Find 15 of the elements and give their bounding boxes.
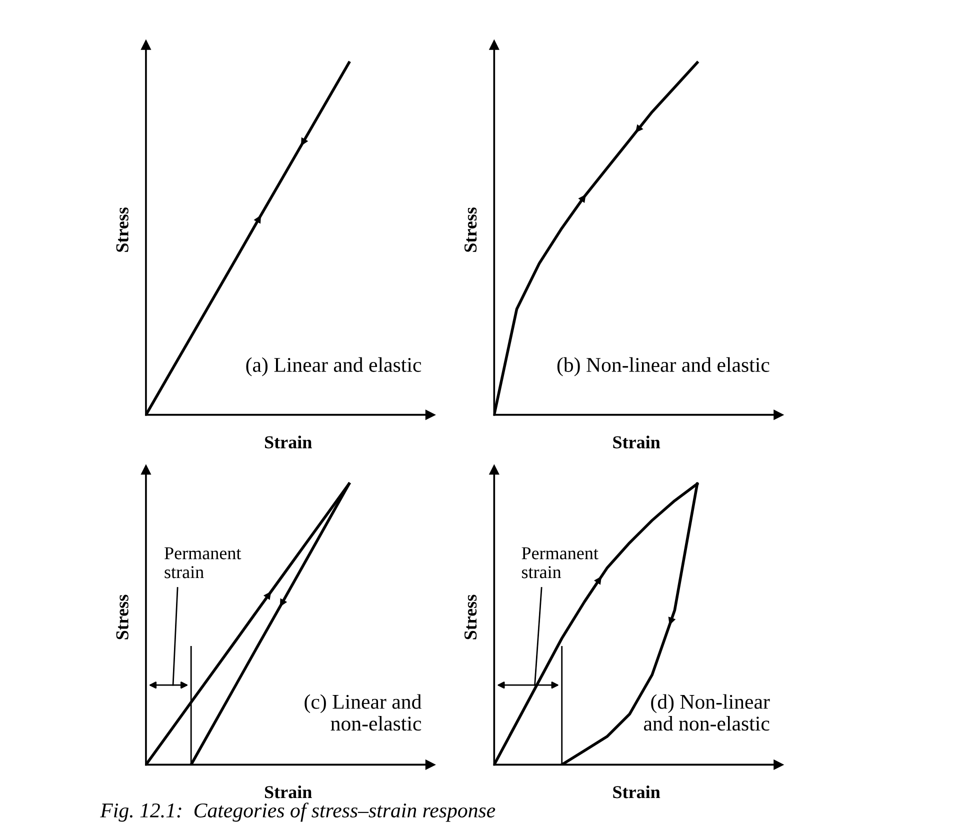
y-axis-title: Stress [116, 594, 128, 640]
x-axis-title: Strain [264, 436, 312, 448]
annotation: Permanent strain [522, 547, 598, 578]
caption: Fig. 12.1: Categories of stress–strain response [100, 802, 496, 822]
annotation: Permanent strain [164, 547, 242, 578]
x-axis-title: Strain [264, 786, 312, 798]
text: (d) Non-linear and non-elastic [644, 694, 770, 731]
text: (a) Linear and elastic [246, 357, 422, 376]
y-axis-title: Stress [464, 207, 477, 252]
x-axis-title: Strain [613, 436, 660, 448]
text: (c) Linear and non-elastic [304, 694, 422, 731]
y-axis-title: Stress [464, 594, 477, 640]
x-axis-title: Strain [613, 786, 660, 798]
y-axis-title: Stress [116, 207, 128, 252]
text: (b) Non-linear and elastic [557, 357, 770, 376]
